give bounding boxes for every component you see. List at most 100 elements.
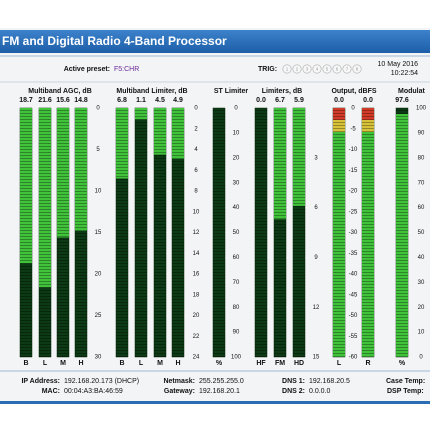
- preset-value[interactable]: F5:CHR: [114, 66, 139, 73]
- trig-button[interactable]: [302, 64, 312, 74]
- gateway-label: Gateway:: [164, 388, 195, 395]
- scale-label: 90: [233, 330, 240, 336]
- dns1-value: 192.168.20.5: [309, 378, 350, 385]
- meter-segments: [362, 108, 374, 357]
- meter-segments: [172, 108, 184, 357]
- channel-label: R: [365, 360, 370, 367]
- dns2-value: 0.0.0.0: [309, 388, 331, 395]
- trig-number: 7: [346, 66, 349, 71]
- meter-value: 1.1: [136, 97, 146, 104]
- trig-button[interactable]: [282, 64, 292, 74]
- trig-button[interactable]: [352, 64, 362, 74]
- scale-label: 4: [194, 147, 198, 153]
- scale-label: 90: [418, 130, 425, 136]
- header-title: FM and Digital Radio 4-Band Processor: [2, 34, 227, 48]
- scale-label: 30: [95, 355, 102, 361]
- scale-label: 30: [233, 180, 240, 186]
- scale-label: 10: [95, 189, 102, 195]
- meter-segments: [57, 108, 69, 357]
- scale-label: 0: [194, 106, 198, 112]
- meter-value: 4.5: [155, 97, 165, 104]
- scale-label: 12: [193, 230, 200, 236]
- netmask-value: 255.255.255.0: [199, 378, 244, 385]
- scale-label: -5: [350, 126, 356, 132]
- meter-title: Modulat: [398, 88, 425, 95]
- scale-label: 40: [233, 205, 240, 211]
- trig-number: 4: [316, 66, 319, 71]
- scale-label: 70: [418, 180, 425, 186]
- channel-label: %: [399, 360, 406, 367]
- scale-label: 15: [313, 355, 320, 361]
- trig-button[interactable]: [312, 64, 322, 74]
- channel-label: M: [157, 360, 163, 367]
- scale-label: 0: [419, 355, 423, 361]
- trig-number: 2: [296, 66, 299, 71]
- scale-label: 60: [418, 205, 425, 211]
- scale-label: -25: [349, 209, 358, 215]
- scale-label: -60: [349, 355, 358, 361]
- date: 10 May 2016: [378, 61, 419, 68]
- meter-segments: [135, 108, 147, 357]
- trig-number: 8: [356, 66, 359, 71]
- channel-label: HF: [256, 360, 266, 367]
- meter-value: 6.8: [117, 97, 127, 104]
- meter-segments: [154, 108, 166, 357]
- scale-label: 5: [96, 147, 100, 153]
- meter-segments: [396, 108, 408, 357]
- scale-label: -30: [349, 230, 358, 236]
- trig-button[interactable]: [332, 64, 342, 74]
- scale-label: -40: [349, 272, 358, 278]
- meter-title: Output, dBFS: [331, 88, 376, 95]
- trig-button[interactable]: [292, 64, 302, 74]
- dns2-label: DNS 2:: [282, 388, 305, 395]
- channel-label: H: [78, 360, 83, 367]
- scale-label: 12: [313, 305, 320, 311]
- meter-value: 18.7: [19, 97, 33, 104]
- meter-segments: [116, 108, 128, 357]
- trig-label: TRIG:: [258, 66, 277, 73]
- meter-value: 0.0: [256, 97, 266, 104]
- scale-label: 15: [95, 230, 102, 236]
- trig-number: 3: [306, 66, 309, 71]
- meter-value: 5.9: [294, 97, 304, 104]
- time: 10:22:54: [391, 70, 418, 77]
- scale-label: 40: [418, 255, 425, 261]
- meter-title: ST Limiter: [214, 88, 249, 95]
- ip-label: IP Address:: [21, 378, 60, 385]
- scale-label: 50: [233, 230, 240, 236]
- scale-label: -10: [349, 147, 358, 153]
- scale-label: 24: [193, 355, 200, 361]
- meter-value: 4.9: [173, 97, 183, 104]
- trig-button[interactable]: [342, 64, 352, 74]
- meter-segments: [293, 108, 305, 357]
- scale-label: 0: [96, 106, 100, 112]
- scale-label: -55: [349, 334, 358, 340]
- mac-value: 00:04:A3:BA:46:59: [64, 388, 123, 395]
- scale-label: 18: [193, 292, 200, 298]
- meter-value: 14.8: [74, 97, 88, 104]
- channel-label: %: [216, 360, 223, 367]
- case-temp-label: Case Temp:: [386, 378, 425, 385]
- scale-label: 10: [193, 209, 200, 215]
- channel-label: M: [60, 360, 66, 367]
- channel-label: H: [175, 360, 180, 367]
- scale-label: 2: [194, 126, 198, 132]
- trig-button[interactable]: [322, 64, 332, 74]
- meter-segments: [75, 108, 87, 357]
- meter-segments: [333, 108, 345, 357]
- scale-label: 60: [233, 255, 240, 261]
- scale-label: -45: [349, 292, 358, 298]
- meter-title: Multiband AGC, dB: [28, 88, 92, 95]
- trig-number: 1: [286, 66, 289, 71]
- scale-label: 6: [194, 168, 198, 174]
- scale-label: 0: [234, 106, 238, 112]
- meter-value: 97.6: [395, 97, 409, 104]
- scale-label: 10: [418, 330, 425, 336]
- dns1-label: DNS 1:: [282, 378, 305, 385]
- scale-label: 25: [95, 313, 102, 319]
- scale-label: 30: [418, 280, 425, 286]
- scale-label: 100: [231, 355, 242, 361]
- scale-label: -35: [349, 251, 358, 257]
- meter-segments: [213, 108, 225, 357]
- scale-label: 20: [95, 272, 102, 278]
